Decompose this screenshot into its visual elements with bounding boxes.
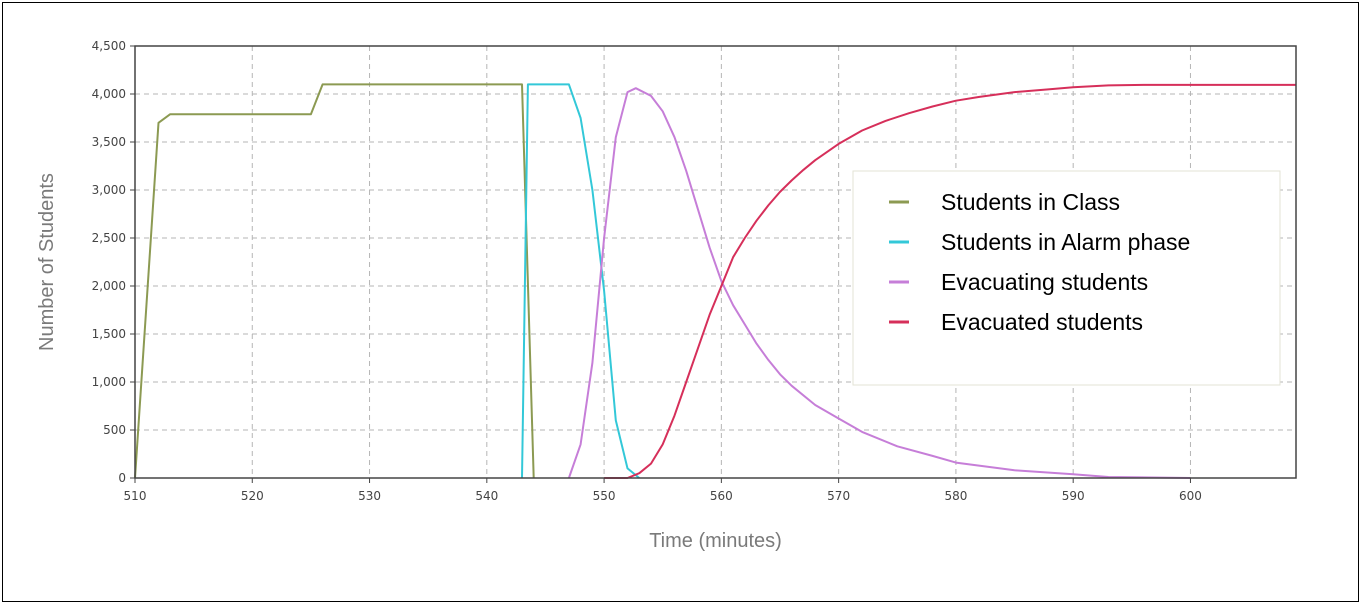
- x-tick-label: 570: [827, 489, 850, 503]
- plot-border: [134, 45, 1297, 479]
- legend: Students in Class Students in Alarm phase…: [852, 170, 1281, 386]
- x-tick-label: 580: [944, 489, 967, 503]
- legend-label: Evacuated students: [941, 309, 1143, 335]
- series-line-3: [567, 87, 1191, 479]
- y-tick-label: 0: [118, 471, 126, 485]
- x-tick-label: 530: [358, 489, 381, 503]
- x-tick-label: 520: [241, 489, 264, 503]
- y-axis-title: Number of Students: [36, 173, 58, 351]
- y-tick-label: 3,500: [92, 135, 126, 149]
- y-tick-label: 1,500: [92, 327, 126, 341]
- y-tick-label: 2,500: [92, 231, 126, 245]
- x-tick-label: 510: [124, 489, 147, 503]
- y-tick-label: 500: [103, 423, 126, 437]
- y-tick-label: 4,500: [92, 39, 126, 53]
- x-tick-label: 550: [593, 489, 616, 503]
- series-line-2: [521, 83, 640, 479]
- tick-labels: 510 520 530 540 550 560 570 580 590 600 0 500 1,000 1…: [92, 39, 1202, 503]
- x-tick-label: 560: [710, 489, 733, 503]
- x-tick-label: 590: [1062, 489, 1085, 503]
- y-tick-label: 4,000: [92, 87, 126, 101]
- legend-label: Evacuating students: [941, 269, 1148, 295]
- series-line-4: [604, 83, 1296, 479]
- legend-label: Students in Class: [941, 189, 1120, 215]
- y-tick-label: 1,000: [92, 375, 126, 389]
- legend-box: [852, 170, 1281, 386]
- x-axis-title: Time (minutes): [649, 530, 782, 552]
- series-line-1: [134, 83, 535, 479]
- y-tick-label: 2,000: [92, 279, 126, 293]
- x-tick-label: 600: [1179, 489, 1202, 503]
- legend-label: Students in Alarm phase: [941, 229, 1190, 255]
- series-lines: [134, 83, 1296, 479]
- y-tick-label: 3,000: [92, 183, 126, 197]
- x-tick-label: 540: [475, 489, 498, 503]
